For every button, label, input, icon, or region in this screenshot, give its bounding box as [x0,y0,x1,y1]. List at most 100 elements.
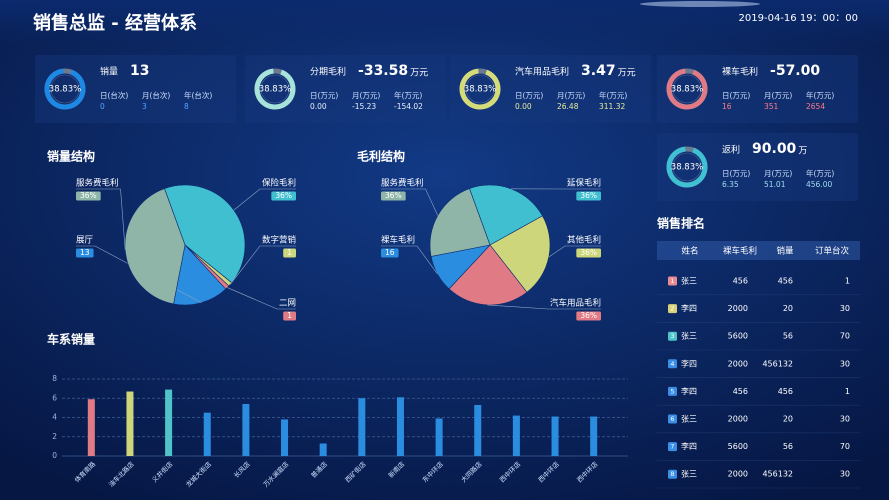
pie-leader [233,188,296,211]
header-band [0,0,889,45]
bar [512,415,520,456]
table-cell: 2000 [728,470,748,479]
y-tick-label: 0 [52,451,57,460]
pie-slice [164,184,246,284]
datetime: 2019-04-16 19：00：00 [739,13,858,24]
rank-badge [668,442,677,452]
table-cell: 56 [783,442,793,451]
kpi-stat-value: 456.00 [806,180,832,189]
kpi-stat-label: 日(台次) [100,90,128,100]
kpi-stat-label: 年(万元) [806,168,834,178]
pie-value-label: 36% [275,191,292,200]
bar [358,398,366,456]
table-cell: 456 [733,387,748,396]
kpi-label: 销量 [100,66,118,78]
kpi-stat-label: 日(万元) [722,91,750,100]
kpi-ring [44,68,86,110]
y-tick-label: 6 [52,393,57,402]
bar [474,404,482,456]
kpi-card [35,55,236,123]
rank-number: 3 [670,332,674,340]
pie-label: 数字营销 [262,235,297,246]
pie-value-label: 16 [385,248,395,257]
kpi-percent: 38.83% [49,85,81,95]
bar [203,412,211,456]
kpi-percent: 38.83% [671,163,703,173]
bar [87,399,95,456]
table-cell: 5600 [728,442,748,451]
pie-label: 服务费毛利 [76,178,119,189]
kpi-stat-label: 年(万元) [394,90,422,100]
table-header: 订单台次 [815,246,850,257]
kpi-stat-value: 8 [184,102,189,111]
bar [590,416,598,456]
table-cell: 1 [845,277,850,286]
rank-number: 5 [670,387,674,395]
table-cell: 30 [840,415,850,424]
kpi-ring-inner [672,152,702,182]
bar [435,418,443,456]
table-cell: 张三 [681,277,697,286]
y-tick-label: 2 [52,432,57,441]
rank-number: 1 [670,277,674,285]
kpi-value: -33.58 [358,63,408,79]
kpi-percent: 38.83% [464,85,496,95]
table-cell: 李四 [681,386,697,396]
rank-badge [668,276,677,286]
kpi-stat-label: 日(万元) [515,91,543,100]
chart-title: 毛利结构 [357,149,405,164]
table-cell: 1 [845,387,850,396]
header-glow [640,1,760,7]
pie-value-label: 13 [80,248,90,257]
kpi-ring-inner [260,74,290,104]
kpi-stat-value: 351 [764,102,779,111]
pie-badge [576,248,601,258]
kpi-stat-value: 311.32 [599,102,625,111]
kpi-label: 返利 [722,144,740,156]
pie-value-label: 36% [580,248,597,257]
table-cell: 2000 [728,304,748,313]
rank-badge [668,331,677,341]
kpi-card [657,133,858,201]
pie-label: 延保毛利 [567,178,601,189]
pie-label: 保险毛利 [262,178,296,189]
kpi-ring-inner [465,74,495,104]
table-cell: 20 [783,415,793,424]
rank-number: 4 [670,360,674,368]
kpi-stat-value: 16 [722,102,732,111]
kpi-value: 13 [130,63,149,79]
pie-leader [548,245,601,258]
rank-number: 7 [670,443,674,451]
kpi-label: 裸车毛利 [722,66,758,78]
bar [551,416,559,456]
kpi-value: 90.00 [752,141,797,157]
kpi-stat-label: 月(万元) [764,91,792,100]
pie-leader [227,287,296,310]
kpi-label: 汽车用品毛利 [515,66,569,78]
kpi-stat-value: 2654 [806,102,825,111]
kpi-ring [254,68,296,110]
kpi-stat-value: -154.02 [394,102,423,111]
rank-number: 8 [670,470,674,478]
kpi-stat-value: 3 [142,102,147,111]
pie-value-label: 1 [287,311,292,320]
pie-badge [381,191,406,201]
kpi-ring [459,68,501,110]
pie-value-label: 36% [80,191,97,200]
pie-badge [76,248,94,258]
pie-leader [381,188,439,216]
rank-number: 6 [670,415,674,423]
kpi-stat-value: 6.35 [722,180,739,189]
table-cell: 456132 [762,359,793,368]
kpi-value: -57.00 [770,63,820,79]
y-tick-label: 8 [52,374,57,383]
table-cell: 5600 [728,332,748,341]
page-title: 销售总监 - 经营体系 [33,12,197,34]
kpi-unit: 万元 [410,69,428,79]
pie-badge [283,248,296,258]
chart-title: 车系销量 [47,332,95,347]
kpi-stat-label: 年(台次) [184,90,212,100]
kpi-stat-label: 日(万元) [310,91,338,100]
table-cell: 30 [840,359,850,368]
